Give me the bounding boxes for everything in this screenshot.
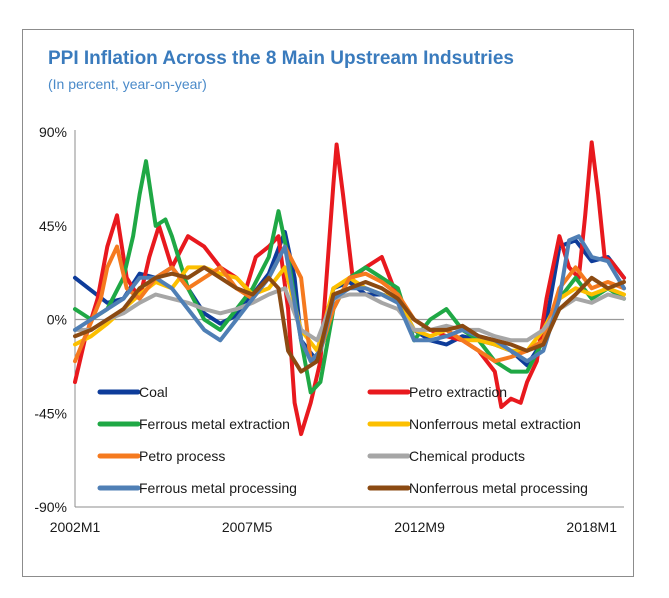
- y-tick-label: 45%: [39, 218, 67, 234]
- y-tick-label: -90%: [34, 499, 67, 515]
- series-line-petro-extraction: [73, 140, 626, 437]
- x-tick-label: 2007M5: [222, 519, 273, 535]
- y-tick-label: -45%: [34, 405, 67, 421]
- y-tick-label: 0%: [47, 312, 67, 328]
- chart-title: PPI Inflation Across the 8 Main Upstream…: [48, 48, 514, 69]
- legend-label: Petro process: [139, 448, 225, 464]
- x-tick-label: 2002M1: [50, 519, 101, 535]
- legend-label: Nonferrous metal extraction: [409, 416, 581, 432]
- y-tick-label: 90%: [39, 124, 67, 140]
- legend-label: Ferrous metal extraction: [139, 416, 290, 432]
- series-line-ferrous-metal-extraction: [73, 159, 626, 395]
- series-line-chemical-products: [73, 286, 626, 343]
- chart-subtitle: (In percent, year-on-year): [48, 76, 207, 92]
- legend-label: Chemical products: [409, 448, 525, 464]
- x-tick-label: 2018M1: [566, 519, 617, 535]
- series-line-nonferrous-metal-processing: [73, 265, 626, 374]
- legend-label: Coal: [139, 384, 168, 400]
- legend-label: Petro extraction: [409, 384, 507, 400]
- legend-label: Nonferrous metal processing: [409, 480, 588, 496]
- x-tick-label: 2012M9: [394, 519, 445, 535]
- legend-label: Ferrous metal processing: [139, 480, 297, 496]
